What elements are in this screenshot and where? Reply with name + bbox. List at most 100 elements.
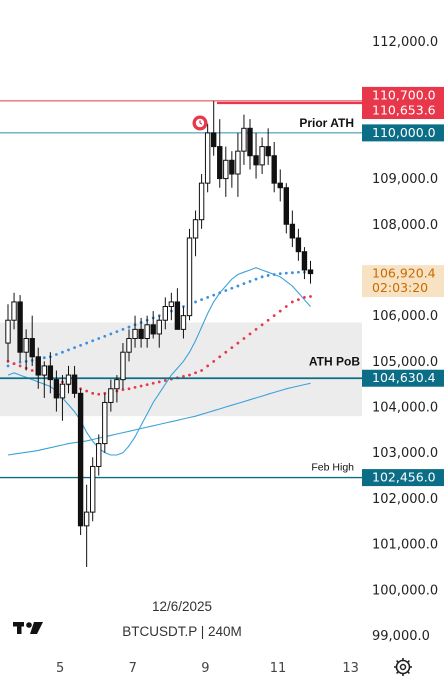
date-stamp: 12/6/2025 — [152, 599, 212, 614]
candle-up — [132, 328, 138, 340]
candle-down — [289, 223, 296, 239]
price-label-badge — [362, 124, 444, 142]
candle-up — [192, 219, 199, 239]
blue-dot-marker — [115, 330, 119, 334]
blue-dot-marker — [85, 341, 89, 345]
candle-up — [83, 511, 90, 527]
gear-icon[interactable] — [394, 658, 412, 676]
x-tick-label: 5 — [56, 661, 64, 676]
y-tick-label: 109,000.0 — [372, 172, 438, 187]
red-dot-marker — [272, 314, 276, 318]
blue-dot-marker — [55, 353, 58, 356]
candle-up — [23, 338, 29, 353]
candle-down — [53, 379, 60, 399]
blue-dot-marker — [230, 286, 234, 290]
price-label-text: 106,920.4 — [372, 266, 436, 281]
price-label-text: 110,700.0 — [372, 87, 436, 102]
price-label-badge — [362, 469, 444, 487]
red-dot-marker — [230, 346, 234, 350]
price-label-text: 110,653.6 — [372, 103, 436, 118]
x-tick-label: 11 — [270, 661, 287, 676]
red-dot-marker — [145, 383, 149, 387]
candle-down — [138, 328, 144, 340]
candle-down — [283, 187, 290, 225]
alarm-clock-icon[interactable] — [192, 115, 208, 131]
red-dot-marker — [85, 389, 89, 393]
candle-up — [223, 159, 229, 180]
blue-dot-marker — [260, 275, 264, 279]
prior-ath-annotation: Prior ATH — [299, 116, 354, 130]
price-label-text: 104,630.4 — [372, 370, 436, 385]
red-dot-marker — [309, 295, 312, 298]
y-tick-label: 99,000.0 — [372, 629, 430, 644]
candle-up — [204, 132, 211, 184]
red-dot-marker — [242, 337, 246, 340]
candle-down — [35, 356, 41, 376]
y-tick-label: 106,000.0 — [372, 309, 438, 324]
candle-up — [186, 237, 193, 317]
level-lines — [0, 100, 362, 479]
blue-dot-marker — [272, 273, 276, 276]
ath-pob-annotation: ATH PoB — [309, 354, 360, 368]
candle-up — [96, 443, 102, 467]
blue-dot-marker — [67, 348, 70, 352]
x-axis[interactable]: 5 7 9 11 13 — [56, 661, 359, 676]
y-tick-label: 104,000.0 — [372, 401, 438, 416]
blue-dot-marker — [97, 337, 101, 340]
blue-dot-marker — [242, 282, 246, 286]
candle-down — [77, 392, 84, 527]
candle-up — [59, 383, 66, 399]
candle-down — [295, 237, 302, 253]
blue-dot-marker — [212, 293, 216, 297]
y-axis[interactable]: 112,000.0 109,000.0 108,000.0 106,000.0 105,… — [372, 35, 438, 644]
price-label-badge — [362, 102, 444, 120]
candle-up — [162, 306, 169, 321]
candle-down — [229, 159, 235, 175]
x-tick-label: 13 — [342, 661, 359, 676]
red-dot-marker — [266, 318, 270, 322]
y-tick-label: 101,000.0 — [372, 538, 438, 553]
red-dot-marker — [127, 387, 131, 391]
red-dot-marker — [248, 332, 252, 336]
candle-up — [114, 379, 120, 390]
y-tick-label: 103,000.0 — [372, 446, 438, 461]
red-dot-marker — [133, 385, 137, 389]
candle-up — [102, 401, 108, 445]
red-dot-marker — [284, 305, 288, 308]
candle-down — [247, 127, 253, 157]
blue-dot-marker — [297, 270, 300, 274]
blue-dot-marker — [127, 325, 131, 329]
candle-up — [259, 146, 265, 166]
candle-up — [65, 374, 72, 385]
price-label-text: 110,000.0 — [372, 125, 436, 140]
candles — [5, 100, 314, 567]
candle-down — [217, 146, 223, 180]
candle-down — [265, 146, 271, 157]
red-dot-marker — [121, 388, 125, 392]
blue-dot-marker — [103, 334, 107, 338]
blue-dot-marker — [200, 298, 204, 302]
red-dot-marker — [12, 362, 16, 366]
red-dot-marker — [18, 364, 22, 368]
red-dot-marker — [30, 369, 34, 372]
red-dot-marker — [236, 341, 240, 345]
candle-up — [41, 365, 47, 376]
candle-up — [90, 465, 96, 513]
y-tick-label: 112,000.0 — [372, 35, 438, 50]
red-dot-marker — [182, 375, 185, 378]
candle-down — [17, 301, 23, 353]
blue-dot-marker — [61, 350, 64, 354]
candle-down — [301, 251, 308, 271]
red-dot-marker — [303, 295, 306, 299]
blue-dot-marker — [266, 274, 270, 277]
red-dot-marker — [278, 309, 282, 313]
blue-dot-marker — [91, 339, 95, 343]
red-dot-marker — [206, 364, 210, 368]
candle-up — [168, 301, 175, 308]
blue-dot-marker — [218, 291, 222, 295]
candle-up — [180, 315, 187, 330]
tradingview-logo-icon — [13, 622, 43, 634]
blue-dot-marker — [79, 343, 82, 347]
